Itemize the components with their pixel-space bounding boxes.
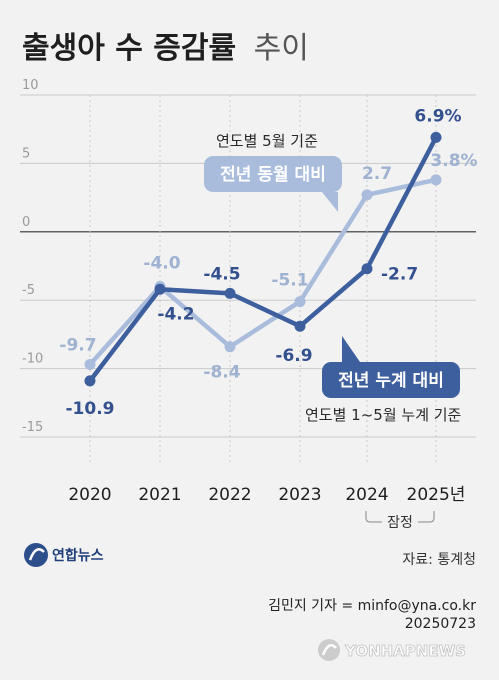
- x-tick-label: 2023: [278, 485, 321, 505]
- x-tick-label: 2024: [345, 485, 388, 505]
- yonhapnews-watermark: YONHAPNEWS: [318, 639, 466, 661]
- chart-title: 출생아 수 증감률 추이: [22, 31, 309, 66]
- x-tick-label: 2020: [68, 485, 111, 505]
- data-label: -4.2: [157, 304, 194, 324]
- data-label: -4.5: [203, 264, 240, 284]
- x-tick-label: 2021: [138, 485, 181, 505]
- legend-light-pointer: [322, 192, 338, 212]
- data-point: [224, 341, 236, 353]
- legend-dark-label: 전년 누계 대비: [338, 371, 444, 391]
- legend-light-box: [204, 156, 342, 192]
- x-axis: 2020 2021 2022 2023 2024 2025년: [68, 485, 465, 505]
- y-tick-label: -10: [22, 352, 43, 367]
- data-point: [361, 263, 373, 275]
- chart-title-main: 출생아 수 증감률: [22, 31, 236, 66]
- data-label: 3.8%: [430, 151, 477, 171]
- provisional-label: 잠정: [387, 515, 413, 531]
- legend-dark-box: [322, 362, 460, 398]
- data-label: 2.7: [362, 164, 392, 184]
- data-label: -6.9: [275, 346, 312, 366]
- y-tick-label: 0: [22, 215, 30, 230]
- y-tick-label: 5: [22, 146, 30, 161]
- x-tick-label: 2025년: [407, 485, 466, 505]
- data-point: [430, 131, 442, 143]
- data-point: [224, 287, 236, 299]
- data-point: [294, 296, 306, 308]
- watermark-text: YONHAPNEWS: [344, 642, 466, 660]
- chart-title-suffix: 추이: [254, 31, 309, 66]
- data-labels: -9.7 -4.0 -8.4 -5.1 2.7 3.8% -10.9 -4.2 -4.5 -6.9…: [59, 106, 477, 419]
- logo-swoosh-icon: [28, 548, 45, 561]
- watermark-swoosh-icon: [321, 643, 337, 656]
- source-text: 자료: 통계청: [402, 552, 476, 568]
- data-label: -4.0: [143, 254, 180, 274]
- watermark-logo-icon: [318, 639, 340, 661]
- data-label: -5.1: [271, 271, 308, 291]
- data-label: -8.4: [203, 363, 240, 383]
- y-tick-label: -5: [22, 283, 35, 298]
- data-point: [361, 189, 373, 201]
- legend-dark-pointer: [342, 336, 360, 362]
- grid: [20, 94, 476, 462]
- y-tick-label: -15: [22, 420, 43, 435]
- y-axis: 10 5 0 -5 -10 -15: [22, 78, 43, 435]
- data-point: [84, 375, 96, 387]
- legend-dark-series: 전년 누계 대비: [322, 336, 460, 398]
- logo-text: 연합뉴스: [52, 547, 104, 564]
- series-line-cumulative: [87, 135, 439, 384]
- data-label: -2.7: [381, 265, 418, 285]
- x-tick-label: 2022: [208, 485, 251, 505]
- yonhap-logo: 연합뉴스: [24, 543, 104, 567]
- data-label: -9.7: [59, 335, 96, 355]
- data-point: [430, 174, 442, 186]
- reporter-credit: 김민지 기자 = minfo@yna.co.kr: [268, 598, 476, 614]
- legend-light-series: 전년 동월 대비: [204, 156, 342, 212]
- logo-mark-icon: [24, 543, 48, 567]
- provisional-bracket: [365, 511, 435, 523]
- series-lines: [87, 135, 439, 384]
- data-point: [154, 283, 166, 295]
- y-tick-label: 10: [22, 78, 39, 93]
- data-point: [84, 358, 96, 370]
- data-point: [294, 320, 306, 332]
- data-label: -10.9: [66, 399, 115, 419]
- series-points: [84, 131, 442, 387]
- data-label: 6.9%: [414, 106, 461, 126]
- light-series-note: 연도별 5월 기준: [216, 132, 318, 150]
- series-line-monthly: [87, 177, 439, 367]
- dark-series-note: 연도별 1~5월 누계 기준: [305, 406, 462, 424]
- credit-date: 20250723: [405, 616, 476, 632]
- legend-light-label: 전년 동월 대비: [220, 165, 326, 185]
